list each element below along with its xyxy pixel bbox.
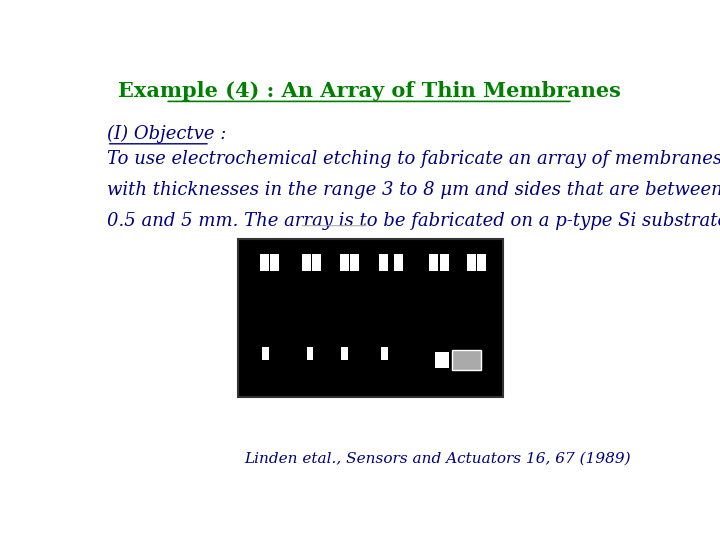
Bar [429,254,438,271]
Bar [340,254,349,271]
Text: Linden etal., Sensors and Actuators 16, 67 (1989): Linden etal., Sensors and Actuators 16, … [245,452,631,466]
Text: 0.5 and 5 mm. The array is to be fabricated on a p-type Si substrate.: 0.5 and 5 mm. The array is to be fabrica… [107,212,720,231]
Bar [307,347,313,360]
Bar [262,347,269,360]
Bar [382,347,388,360]
Text: To use electrochemical etching to fabricate an array of membranes: To use electrochemical etching to fabric… [107,150,720,168]
Bar [477,254,486,271]
Bar [350,254,359,271]
Bar [302,254,311,271]
Bar [435,352,449,368]
Bar [260,254,269,271]
Bar [379,254,388,271]
Bar [270,254,279,271]
Text: with thicknesses in the range 3 to 8 μm and sides that are between: with thicknesses in the range 3 to 8 μm … [107,181,720,199]
Text: Example (4) : An Array of Thin Membranes: Example (4) : An Array of Thin Membranes [117,82,621,102]
Bar [312,254,321,271]
Bar [341,347,348,360]
Bar [441,254,449,271]
Bar [467,254,476,271]
Bar [451,350,481,370]
Bar [451,352,466,368]
Text: (I) Objectve :: (I) Objectve : [107,125,226,143]
Bar [238,239,503,397]
Bar [394,254,403,271]
